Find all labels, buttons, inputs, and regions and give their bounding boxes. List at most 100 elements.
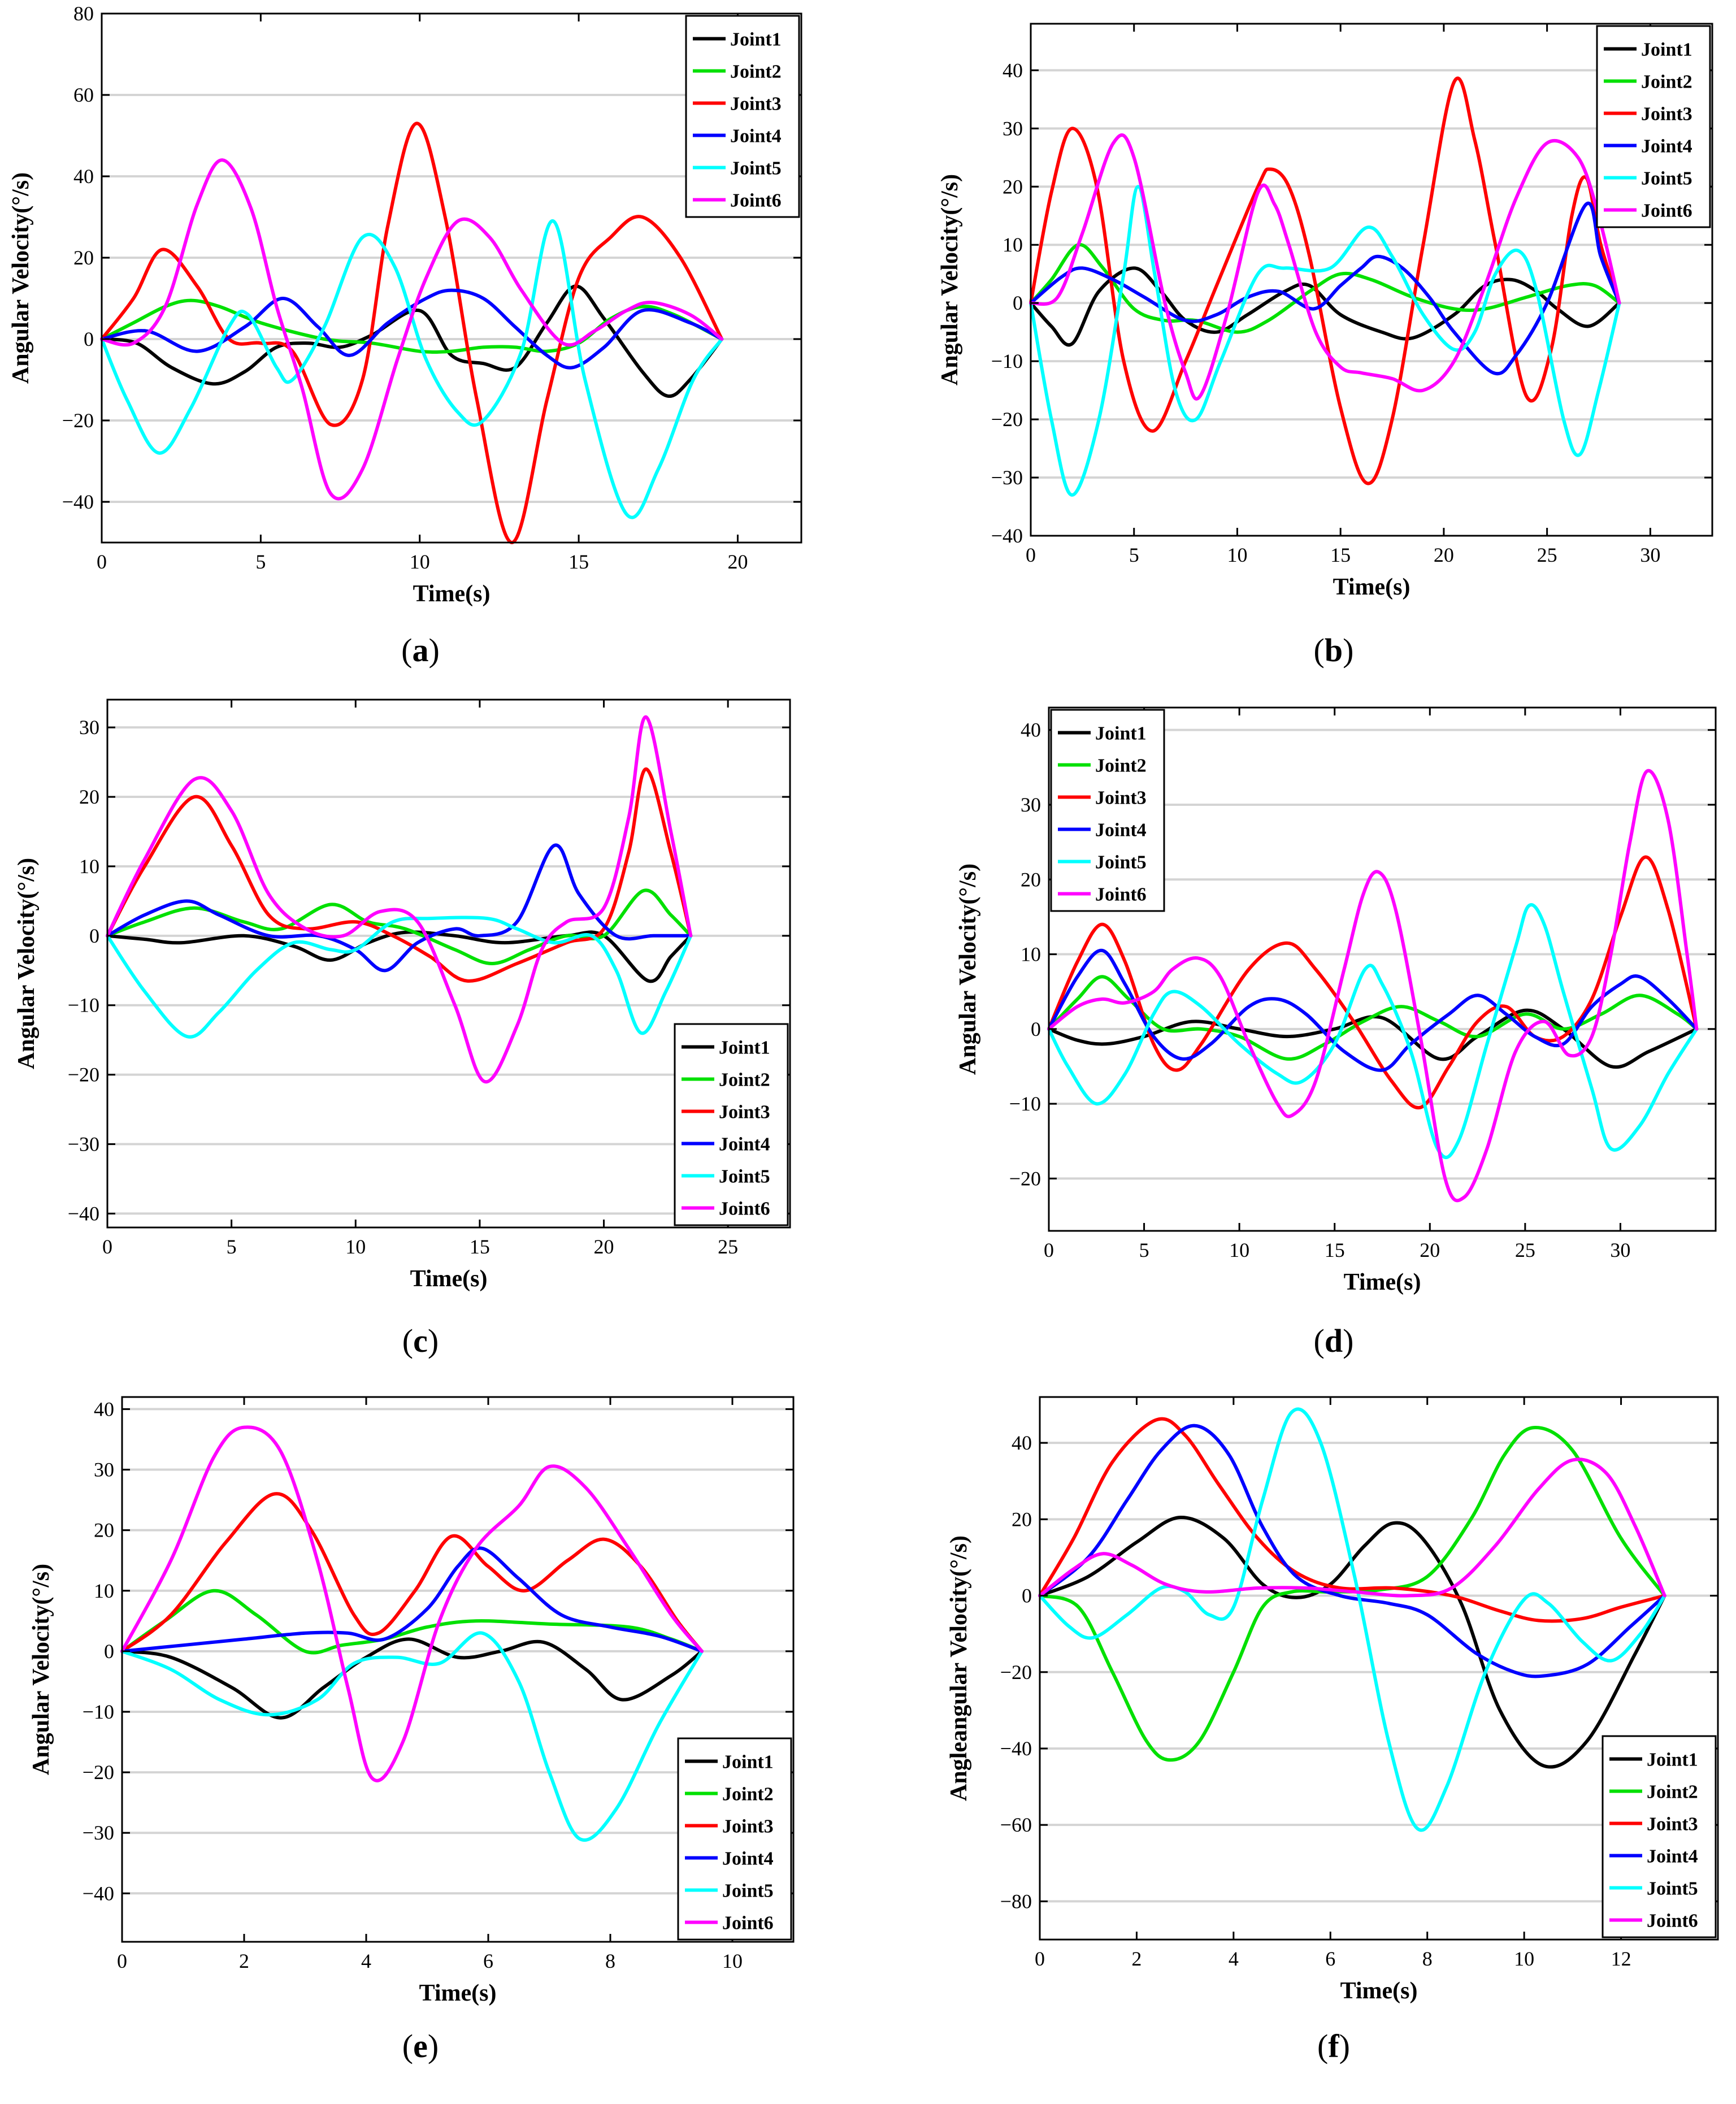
legend-box [674,1023,789,1226]
panel-caption: (f) [1317,2028,1350,2064]
x-tick-label: 20 [1434,544,1454,566]
legend-label-joint3: Joint3 [1095,788,1147,809]
y-tick-label: 80 [73,2,94,25]
x-axis-label: Time(s) [413,581,491,607]
legend-box [677,1737,792,1941]
plot-frame [121,1396,795,1943]
y-axis-label: Angular Velocity(°/s) [937,174,963,385]
y-tick-label: 20 [1002,175,1023,198]
legend-label-joint4: Joint4 [1641,136,1692,157]
y-tick-label: −30 [68,1133,99,1156]
y-tick-label: 30 [79,716,99,739]
x-tick-label: 10 [1514,1947,1534,1970]
x-tick-label: 4 [361,1950,371,1972]
series-line-joint1 [1029,266,1621,347]
y-tick-label: 40 [1002,59,1023,81]
y-tick-label: 20 [79,786,99,808]
caption-open-paren: ( [402,1322,413,1359]
legend-label-joint4: Joint4 [722,1849,774,1869]
y-tick-label: −10 [83,1700,114,1723]
x-tick-label: 0 [1035,1947,1045,1970]
legend-label-joint6: Joint6 [722,1913,774,1934]
legend-box [1050,709,1165,912]
x-tick-label: 25 [1537,544,1557,566]
legend-label-joint1: Joint1 [722,1752,774,1773]
series-line-joint1 [106,930,693,983]
x-tick-label: 25 [1515,1239,1535,1261]
y-tick-label: 0 [1013,292,1023,314]
legend-label-joint1: Joint1 [1641,40,1692,60]
y-tick-label: −60 [1000,1814,1032,1836]
y-tick-label: 40 [94,1398,114,1420]
y-tick-label: 40 [1021,719,1041,741]
caption-open-paren: ( [1317,2028,1328,2064]
series-line-joint3 [100,122,724,544]
series-line-joint6 [1038,1457,1666,1598]
legend-box [685,15,800,218]
y-tick-label: −30 [991,466,1023,489]
series-line-joint6 [1047,769,1699,1203]
x-tick-label: 15 [1330,544,1351,566]
series-line-joint6 [120,1425,704,1782]
caption-open-paren: ( [1314,632,1325,669]
panel-caption: (e) [402,2028,439,2064]
panel-caption: (b) [1314,632,1354,669]
plot-frame [1039,1396,1719,1941]
series-line-joint5 [100,219,724,519]
x-tick-label: 2 [1131,1947,1142,1970]
x-tick-label: 15 [470,1235,490,1258]
y-tick-label: 10 [94,1580,114,1602]
x-tick-label: 0 [1044,1239,1054,1261]
x-tick-label: 0 [1026,544,1036,566]
y-tick-label: 30 [94,1459,114,1481]
y-axis-label: Angular Velocity(°/s) [955,864,981,1075]
x-axis-label: Time(s) [1340,1978,1418,2004]
y-tick-label: 40 [1012,1431,1032,1454]
x-tick-label: 10 [1229,1239,1249,1261]
legend-label-joint3: Joint3 [722,1816,774,1837]
caption-letter: d [1325,1322,1343,1359]
panel-e: 0 2 4 6 8 10 −40 −30 −20 −10 0 10 20 30 40 Time(s) Angul… [28,1396,795,2064]
y-tick-label: −30 [83,1821,114,1844]
x-tick-label: 10 [1227,544,1247,566]
panel-a: 0 5 10 15 20 −40 −20 0 20 40 60 80 Time(s) Angular Ve… [8,2,802,669]
caption-letter: c [413,1322,428,1359]
series-line-joint3 [120,1492,704,1653]
caption-open-paren: ( [1314,1322,1325,1359]
x-axis-label: Time(s) [419,1980,497,2006]
plot-frame [1048,706,1717,1232]
caption-close-paren: ) [1339,2028,1350,2064]
caption-letter: e [413,2028,428,2064]
series-line-joint5 [1047,903,1699,1159]
x-tick-label: 30 [1640,544,1660,566]
series-line-joint5 [120,1631,704,1842]
y-tick-label: 0 [1031,1018,1041,1040]
x-tick-label: 0 [97,550,107,573]
x-tick-label: 0 [102,1235,112,1258]
y-tick-label: −10 [1009,1092,1041,1115]
series-line-joint6 [106,715,693,1084]
y-tick-label: 30 [1021,793,1041,816]
x-tick-label: 6 [1325,1947,1335,1970]
y-tick-label: −40 [991,524,1023,547]
legend-label-joint3: Joint3 [719,1102,770,1123]
series-line-joint1 [100,284,724,398]
caption-close-paren: ) [428,1322,439,1359]
y-axis-label: Angular Velocity(°/s) [14,858,40,1069]
caption-close-paren: ) [429,632,440,669]
legend-label-joint5: Joint5 [722,1881,774,1902]
caption-open-paren: ( [401,632,412,669]
caption-close-paren: ) [1343,1322,1353,1359]
caption-letter: f [1328,2028,1339,2064]
y-axis-label: Angleangular Velocity(°/s) [946,1535,972,1801]
legend-label-joint5: Joint5 [1095,852,1147,873]
y-tick-label: −40 [62,491,94,513]
legend-label-joint6: Joint6 [730,190,782,211]
x-tick-label: 30 [1610,1239,1630,1261]
caption-close-paren: ) [1343,632,1353,669]
y-tick-label: −40 [1000,1737,1032,1760]
y-tick-label: 20 [94,1519,114,1542]
legend: Joint1 Joint2 Joint3 Joint4 Joint5 Joint6 [685,15,800,218]
series-line-joint6 [100,158,724,501]
x-tick-label: 25 [718,1235,738,1258]
